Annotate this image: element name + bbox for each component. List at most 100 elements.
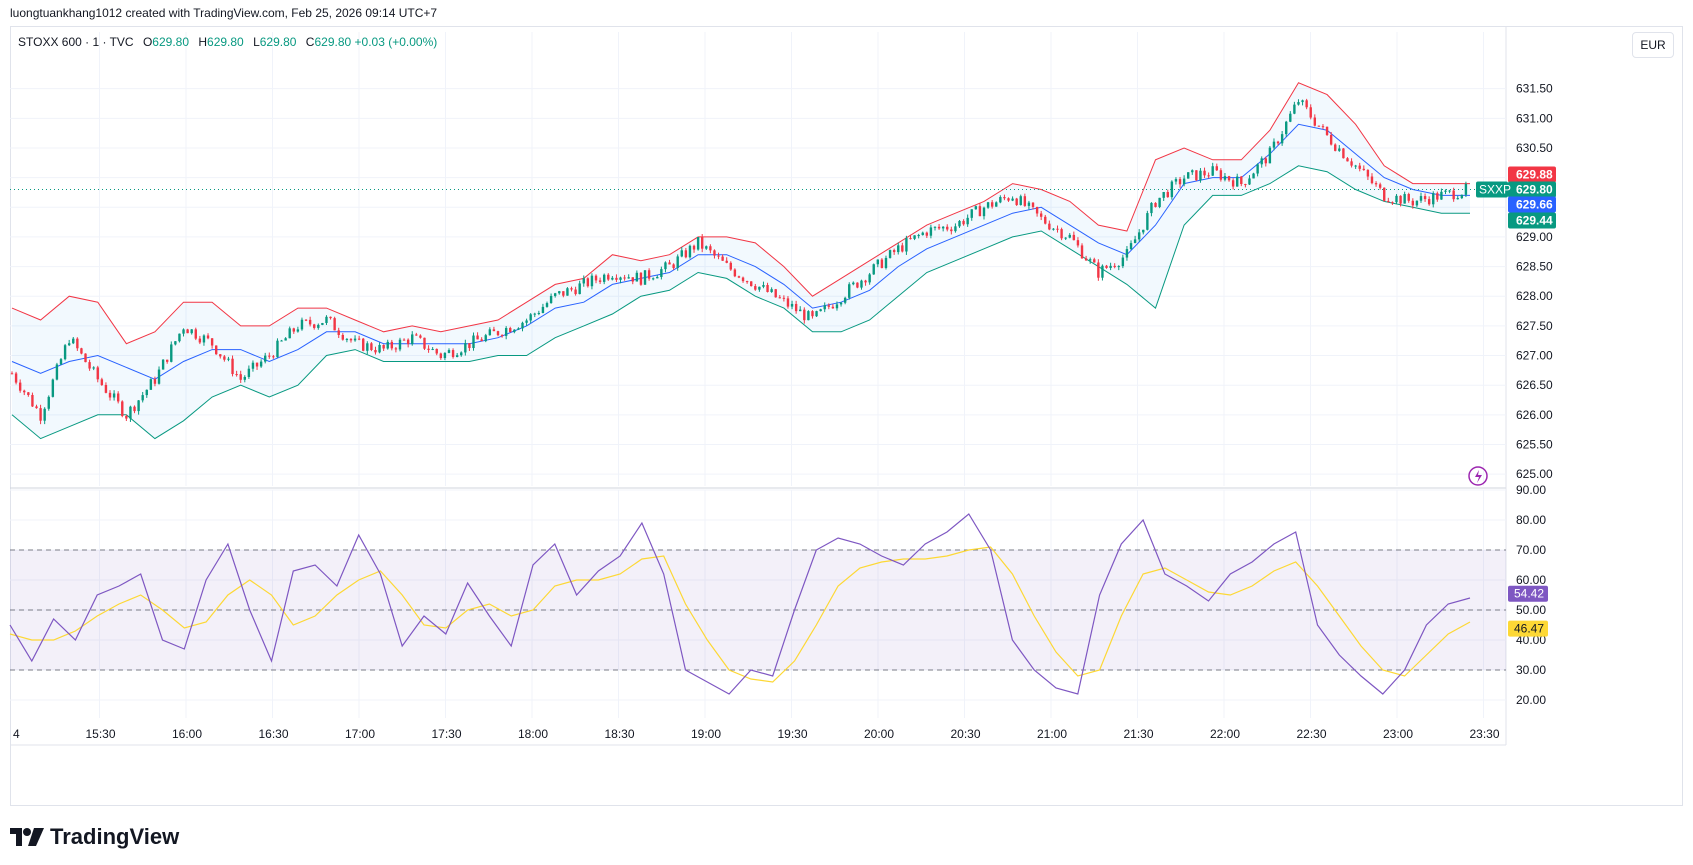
candle bbox=[370, 343, 373, 350]
rsi-tick-label: 60.00 bbox=[1516, 573, 1546, 587]
candle bbox=[892, 250, 896, 253]
candle bbox=[59, 359, 63, 365]
candle bbox=[247, 368, 251, 377]
candle bbox=[288, 328, 291, 339]
candle bbox=[558, 291, 561, 294]
candle bbox=[553, 293, 557, 296]
candle bbox=[1289, 113, 1292, 122]
candle bbox=[353, 338, 357, 341]
candle bbox=[1146, 213, 1149, 230]
candle bbox=[1370, 176, 1374, 184]
candle bbox=[1170, 181, 1174, 198]
rsi-badge-label: 54.42 bbox=[1514, 587, 1544, 601]
x-tick-label: 16:30 bbox=[259, 727, 289, 741]
candle bbox=[1346, 158, 1349, 162]
rsi-tick-label: 50.00 bbox=[1516, 603, 1546, 617]
chart-frame[interactable] bbox=[10, 26, 1683, 806]
candle bbox=[1403, 194, 1406, 204]
candle bbox=[1395, 195, 1398, 203]
symbol-label[interactable]: STOXX 600 · 1 · TVC bbox=[18, 35, 134, 49]
candle bbox=[888, 250, 892, 258]
candle bbox=[308, 319, 312, 325]
candle bbox=[1309, 107, 1312, 118]
candle bbox=[884, 257, 888, 268]
candle bbox=[651, 278, 655, 280]
candle bbox=[933, 226, 937, 228]
x-tick-label: 15:30 bbox=[86, 727, 116, 741]
rsi-tick-label: 70.00 bbox=[1516, 543, 1546, 557]
candle bbox=[688, 245, 692, 258]
candle bbox=[255, 362, 259, 367]
candle bbox=[913, 235, 916, 239]
candle bbox=[1129, 243, 1133, 250]
candle bbox=[141, 395, 144, 401]
y-tick-label: 631.50 bbox=[1516, 82, 1553, 96]
candle bbox=[382, 344, 385, 349]
candle bbox=[1419, 196, 1423, 201]
candle bbox=[394, 348, 398, 350]
candle bbox=[848, 284, 851, 298]
candle bbox=[668, 262, 671, 265]
candle bbox=[1358, 165, 1361, 169]
candle bbox=[876, 259, 880, 265]
candle bbox=[815, 311, 818, 317]
candle bbox=[835, 304, 839, 309]
candle bbox=[929, 227, 933, 236]
candle bbox=[1362, 168, 1366, 170]
candle bbox=[1313, 117, 1317, 126]
candle bbox=[1187, 172, 1190, 179]
candle bbox=[549, 295, 553, 304]
brand[interactable]: TradingView bbox=[10, 824, 179, 850]
candle bbox=[941, 226, 945, 229]
ohlc-legend: STOXX 600 · 1 · TVC O629.80 H629.80 L629… bbox=[18, 35, 437, 49]
candle bbox=[116, 393, 120, 402]
y-tick-label: 628.50 bbox=[1516, 260, 1553, 274]
currency-button[interactable]: EUR bbox=[1632, 32, 1674, 58]
x-tick-label: 19:30 bbox=[778, 727, 808, 741]
candle bbox=[509, 328, 512, 333]
candle bbox=[1158, 197, 1161, 207]
candle bbox=[292, 328, 295, 332]
candle bbox=[1097, 262, 1100, 278]
candle bbox=[321, 323, 324, 325]
open-label: O bbox=[142, 35, 153, 49]
candle bbox=[1407, 194, 1410, 201]
candle bbox=[623, 277, 626, 279]
candle bbox=[602, 274, 606, 282]
candle bbox=[67, 343, 71, 346]
candle bbox=[1044, 216, 1047, 224]
candle bbox=[1387, 200, 1390, 203]
candle bbox=[1052, 228, 1055, 230]
x-tick-label: 19:00 bbox=[691, 727, 721, 741]
candle bbox=[684, 250, 688, 258]
candle bbox=[374, 349, 377, 353]
candle bbox=[901, 245, 904, 252]
candle bbox=[954, 226, 957, 232]
candle bbox=[562, 291, 565, 296]
candle bbox=[1325, 126, 1329, 135]
candle bbox=[937, 226, 941, 229]
candle bbox=[345, 338, 349, 340]
candle bbox=[762, 285, 765, 287]
candle bbox=[423, 337, 426, 349]
candle bbox=[182, 329, 185, 334]
candle bbox=[1374, 183, 1378, 185]
candle bbox=[455, 355, 459, 357]
candle bbox=[496, 331, 500, 336]
candle bbox=[1142, 229, 1145, 233]
candle bbox=[1321, 126, 1325, 128]
candle bbox=[794, 303, 798, 312]
high-value: 629.80 bbox=[207, 35, 244, 49]
candle bbox=[125, 415, 128, 419]
candle bbox=[186, 329, 189, 334]
candle bbox=[137, 400, 140, 412]
close-label: C bbox=[305, 35, 315, 49]
candle bbox=[149, 379, 153, 390]
lightning-alert-icon[interactable] bbox=[1468, 466, 1488, 486]
candle bbox=[1342, 148, 1345, 159]
candle bbox=[104, 384, 108, 393]
candle bbox=[121, 401, 124, 416]
candle bbox=[774, 289, 777, 298]
open-value: 629.80 bbox=[152, 35, 189, 49]
